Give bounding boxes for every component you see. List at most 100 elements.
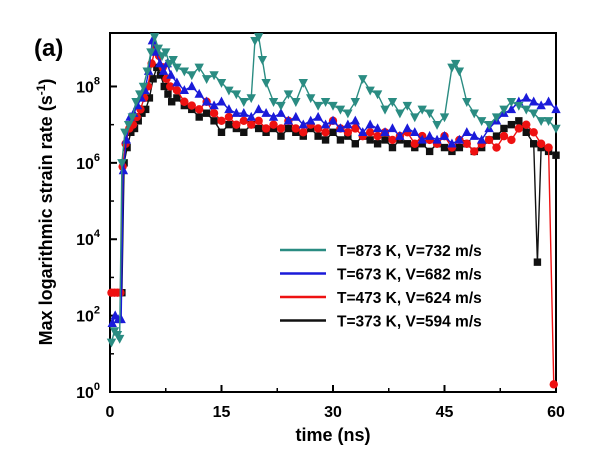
data-point (403, 140, 412, 148)
data-point (440, 143, 449, 152)
data-point (313, 124, 323, 133)
data-point (172, 63, 182, 73)
data-point (239, 108, 249, 117)
data-point (529, 96, 539, 106)
data-point (107, 318, 117, 327)
data-point (529, 128, 538, 137)
data-point (549, 380, 558, 389)
data-point (543, 117, 554, 127)
data-point (291, 111, 301, 121)
data-point (424, 130, 435, 140)
y-axis-title-main: Max logarithmic strain rate (s (36, 95, 56, 345)
data-point (141, 105, 150, 114)
data-point (395, 109, 405, 119)
data-point (210, 117, 218, 125)
data-point (439, 130, 450, 140)
data-point (127, 113, 137, 123)
data-point (314, 132, 322, 140)
data-point (380, 105, 390, 115)
data-point (172, 77, 182, 87)
data-point (201, 96, 212, 106)
data-point (351, 140, 359, 148)
data-point (514, 101, 524, 111)
data-point (402, 101, 413, 111)
x-tick-label: 15 (213, 404, 231, 421)
data-point (225, 120, 233, 129)
data-point (417, 134, 427, 144)
data-point (492, 143, 501, 152)
data-point (552, 151, 560, 159)
data-point (167, 98, 176, 106)
data-point (551, 104, 561, 114)
data-point (147, 35, 158, 45)
data-point (484, 120, 494, 130)
data-point (123, 120, 134, 130)
data-point (536, 139, 546, 148)
data-point (306, 94, 316, 104)
data-point (417, 105, 427, 115)
data-point (306, 115, 316, 125)
data-point (240, 128, 248, 136)
data-point (284, 124, 293, 133)
data-point (350, 115, 360, 125)
data-point (499, 131, 509, 141)
data-point (536, 117, 546, 127)
data-point (153, 44, 164, 54)
legend: T=873 K, V=732 m/s T=673 K, V=682 m/s T=47… (280, 243, 482, 331)
data-point (410, 139, 419, 148)
data-point (246, 111, 256, 121)
data-point (450, 59, 461, 69)
data-point (476, 134, 487, 144)
data-point (187, 71, 197, 81)
data-point (336, 136, 345, 144)
data-point (253, 33, 264, 43)
data-point (522, 128, 530, 136)
data-point (261, 78, 271, 88)
data-point (155, 58, 165, 68)
data-point (500, 124, 508, 133)
data-point (117, 159, 127, 169)
y-axis-title: Max logarithmic strain rate (s-1) (34, 79, 56, 346)
data-point (231, 90, 242, 100)
legend-label: T=673 K, V=682 m/s (337, 267, 482, 284)
data-point (373, 140, 382, 148)
data-point (455, 143, 464, 152)
data-point (131, 98, 141, 107)
data-point (533, 258, 542, 266)
data-point (462, 139, 471, 148)
series-layer (106, 33, 561, 389)
y-tick-label: 106 (76, 152, 100, 173)
x-tick-label: 60 (547, 404, 565, 421)
series-square (109, 63, 560, 297)
data-point (506, 104, 517, 114)
legend-label: T=373 K, V=594 m/s (337, 314, 482, 331)
y-tick-label: 102 (76, 305, 100, 326)
data-point (366, 136, 374, 144)
data-point (358, 127, 368, 136)
data-point (246, 94, 256, 104)
data-point (507, 120, 516, 129)
data-point (388, 143, 397, 152)
axis-ticks: 0 15 30 45 60 100 102 104 106 108 (76, 75, 565, 421)
data-point (425, 147, 434, 156)
data-point (172, 86, 182, 95)
data-point (283, 90, 294, 100)
data-point (173, 94, 181, 102)
data-point (160, 82, 168, 91)
data-point (514, 124, 524, 133)
data-point (276, 124, 286, 133)
data-point (291, 124, 301, 133)
data-point (321, 136, 330, 144)
data-point (506, 98, 517, 107)
data-point (507, 135, 516, 145)
data-point (261, 124, 271, 133)
data-point (254, 116, 263, 126)
data-point (343, 128, 353, 137)
data-point (328, 115, 338, 125)
data-point (149, 33, 160, 43)
data-point (335, 105, 346, 115)
y-axis-title-close: ) (36, 79, 56, 85)
data-point (454, 67, 465, 77)
data-point (253, 104, 264, 114)
data-point (313, 111, 323, 121)
